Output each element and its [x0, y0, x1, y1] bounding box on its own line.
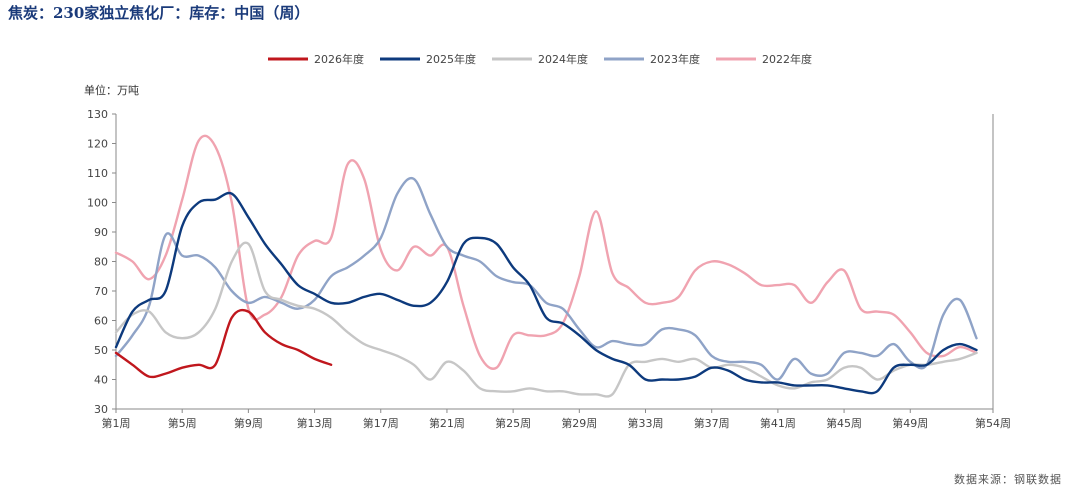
x-tick-label: 第33周	[628, 416, 664, 430]
series-line-2022年度	[114, 134, 978, 370]
series-line-2026年度	[114, 308, 333, 379]
axes: 30 40 50 60 70 80 90 100 110 120 130 第1周 第5周 第9周 第13周 第…	[87, 108, 1011, 430]
y-tick-label: 50	[94, 344, 108, 357]
y-tick-label: 90	[94, 226, 108, 239]
legend: 2026年度 2025年度 2024年度 2023年度 2022年度	[268, 52, 812, 66]
x-tick-label: 第41周	[760, 416, 796, 430]
y-tick-label: 130	[87, 108, 108, 121]
series-line-2025年度	[114, 191, 978, 395]
legend-label-2022年度: 2022年度	[762, 52, 812, 66]
x-tick-label: 第45周	[826, 416, 862, 430]
series-line-2024年度	[114, 241, 978, 398]
y-tick-label: 30	[94, 403, 108, 416]
y-tick-label: 100	[87, 197, 108, 210]
x-tick-label: 第37周	[694, 416, 730, 430]
legend-label-2023年度: 2023年度	[650, 52, 700, 66]
x-tick-label: 第17周	[363, 416, 399, 430]
x-tick-label: 第13周	[297, 416, 333, 430]
x-tick-label: 第49周	[892, 416, 928, 430]
x-tick-label: 第25周	[495, 416, 531, 430]
chart-title: 焦炭：230家独立焦化厂：库存：中国（周）	[8, 4, 310, 22]
data-source: 数据来源：钢联数据	[954, 473, 1062, 486]
x-tick-label: 第54周	[975, 416, 1011, 430]
x-tick-label: 第9周	[234, 416, 263, 430]
y-tick-label: 120	[87, 138, 108, 151]
series-layer	[114, 134, 978, 398]
series-line-2023年度	[114, 176, 978, 381]
x-tick-label: 第1周	[102, 416, 131, 430]
y-tick-label: 70	[94, 285, 108, 298]
y-tick-label: 40	[94, 374, 108, 387]
y-tick-label: 110	[87, 167, 108, 180]
x-tick-label: 第21周	[429, 416, 465, 430]
legend-label-2025年度: 2025年度	[426, 52, 476, 66]
y-tick-label: 60	[94, 315, 108, 328]
y-tick-label: 80	[94, 256, 108, 269]
y-axis-unit-label: 单位：万吨	[84, 83, 139, 97]
x-tick-label: 第5周	[168, 416, 197, 430]
x-tick-label: 第29周	[561, 416, 597, 430]
legend-label-2026年度: 2026年度	[314, 52, 364, 66]
legend-label-2024年度: 2024年度	[538, 52, 588, 66]
